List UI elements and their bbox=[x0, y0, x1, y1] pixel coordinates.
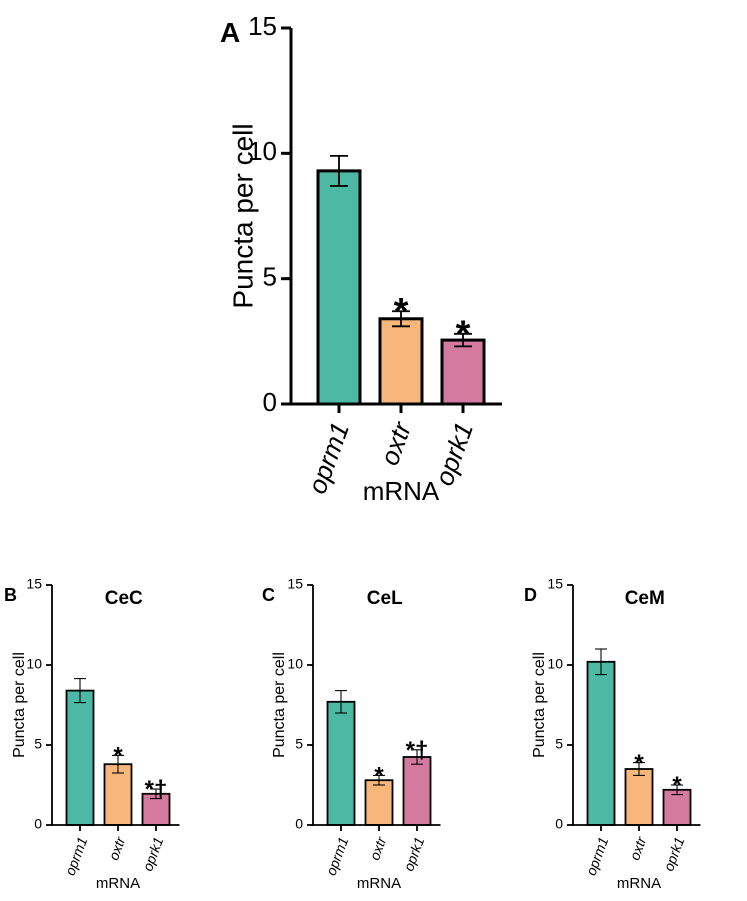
bar-oxtr bbox=[378, 317, 424, 406]
x-axis-label: mRNA bbox=[363, 476, 440, 506]
x-tick-label-oprk1: oprk1 bbox=[139, 835, 166, 873]
x-tick-label-oprk1: oprk1 bbox=[400, 835, 427, 873]
x-tick-label-oxtr: oxtr bbox=[374, 417, 417, 469]
panel-title: CeL bbox=[367, 588, 403, 609]
chart-panel-b: B CeC oprm1 * oxtr *† oprk1 0 5 10 15 Puncta per ce… bbox=[4, 576, 180, 892]
y-tick-label-10: 10 bbox=[547, 656, 563, 672]
x-tick-label-oprm1: oprm1 bbox=[62, 835, 91, 878]
panel-title: CeC bbox=[105, 588, 143, 609]
y-tick-label-5: 5 bbox=[263, 262, 277, 292]
x-tick-label-oxtr: oxtr bbox=[626, 834, 649, 863]
y-tick-label-0: 0 bbox=[555, 816, 563, 832]
bar-oxtr bbox=[364, 779, 394, 826]
significance-oxtr: * bbox=[394, 291, 409, 333]
y-tick-label-0: 0 bbox=[263, 387, 277, 417]
y-tick-label-10: 10 bbox=[287, 656, 303, 672]
x-tick-label-oprm1: oprm1 bbox=[302, 418, 355, 498]
y-tick-label-10: 10 bbox=[248, 136, 277, 166]
x-axis-label: mRNA bbox=[617, 875, 661, 892]
bar-oprm1 bbox=[316, 169, 362, 406]
significance-oxtr: * bbox=[374, 763, 384, 790]
panel-title: CeM bbox=[625, 588, 665, 609]
y-axis-label: Puncta per cell bbox=[271, 652, 288, 758]
x-tick-label-oprm1: oprm1 bbox=[323, 835, 352, 878]
significance-oprk1: *† bbox=[406, 737, 429, 764]
bar-oprm1 bbox=[326, 700, 356, 826]
y-tick-label-15: 15 bbox=[547, 576, 563, 592]
y-axis-label: Puncta per cell bbox=[11, 652, 28, 758]
x-tick-label-oxtr: oxtr bbox=[105, 834, 128, 863]
x-tick-label-oprm1: oprm1 bbox=[583, 835, 612, 878]
significance-oprk1: * bbox=[672, 772, 682, 799]
y-axis-label: Puncta per cell bbox=[531, 652, 548, 758]
y-tick-label-15: 15 bbox=[248, 11, 277, 41]
y-tick-label-15: 15 bbox=[26, 576, 42, 592]
y-axis-label: Puncta per cell bbox=[227, 123, 258, 308]
y-tick-label-0: 0 bbox=[295, 816, 303, 832]
significance-oxtr: * bbox=[634, 750, 644, 777]
chart-panel-c: C CeL oprm1 * oxtr *† oprk1 0 5 10 15 Puncta per ce… bbox=[262, 576, 441, 892]
significance-oxtr: * bbox=[113, 743, 123, 770]
bar-oxtr bbox=[624, 768, 654, 826]
panel-letter: A bbox=[220, 17, 240, 48]
x-axis-label: mRNA bbox=[96, 875, 140, 892]
y-tick-label-5: 5 bbox=[555, 736, 563, 752]
y-tick-label-10: 10 bbox=[26, 656, 42, 672]
bar-oprm1 bbox=[65, 689, 95, 826]
y-tick-label-5: 5 bbox=[34, 736, 42, 752]
panel-letter: C bbox=[262, 585, 275, 605]
y-tick-label-15: 15 bbox=[287, 576, 303, 592]
y-tick-label-0: 0 bbox=[34, 816, 42, 832]
significance-oprk1: * bbox=[456, 314, 471, 356]
panel-letter: D bbox=[524, 585, 537, 605]
panel-letter: B bbox=[4, 585, 17, 605]
x-tick-label-oprk1: oprk1 bbox=[660, 835, 687, 873]
x-axis-label: mRNA bbox=[357, 875, 401, 892]
y-tick-label-5: 5 bbox=[295, 736, 303, 752]
x-tick-label-oxtr: oxtr bbox=[366, 834, 389, 863]
chart-panel-d: D CeM oprm1 * oxtr * oprk1 0 5 10 15 Puncta per cel… bbox=[524, 576, 701, 892]
significance-oprk1: *† bbox=[145, 776, 168, 803]
bar-oprk1 bbox=[402, 756, 432, 826]
bar-oprm1 bbox=[586, 660, 616, 826]
